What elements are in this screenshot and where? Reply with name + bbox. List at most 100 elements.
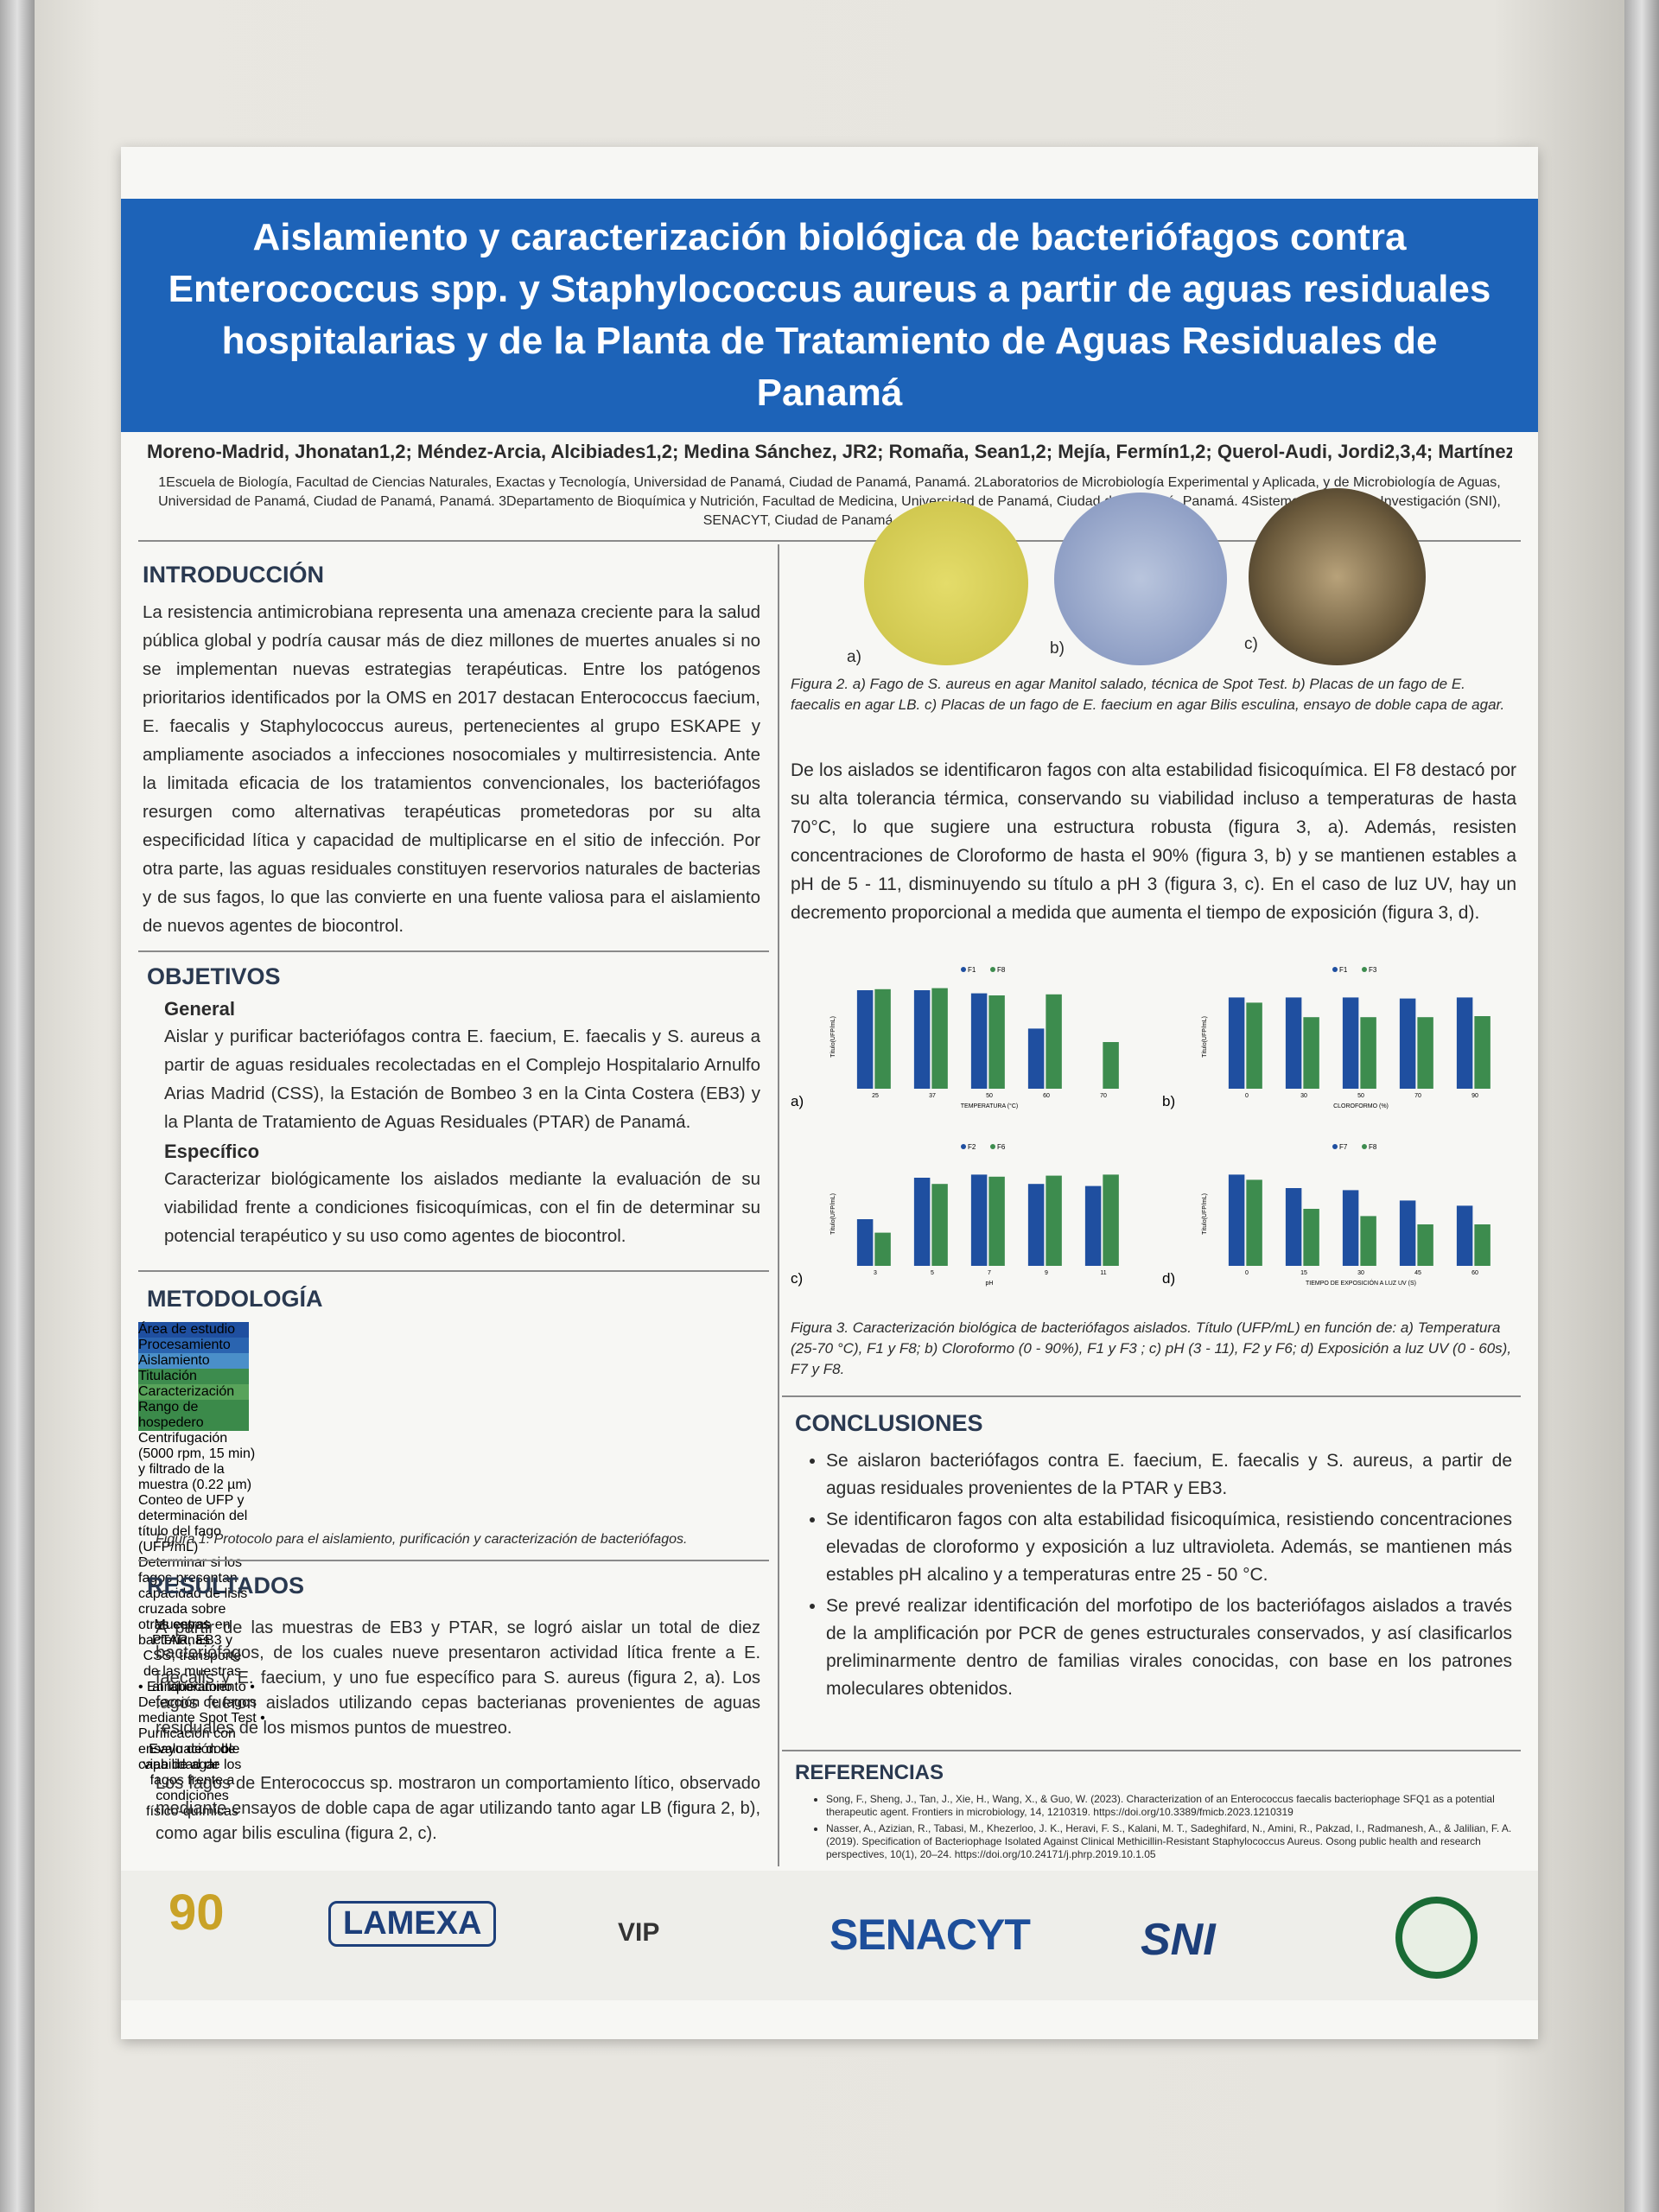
- frame-left: [0, 0, 35, 2212]
- bar: [913, 990, 931, 1089]
- petri-plate: [1249, 488, 1426, 665]
- bar: [856, 1219, 874, 1266]
- legend-swatch: [990, 1144, 995, 1149]
- note: Conteo de UFP y determinación del título…: [138, 1493, 248, 1554]
- logo: SENACYT: [830, 1910, 1031, 1959]
- bar: [1027, 1028, 1045, 1089]
- logo: SNI: [1141, 1915, 1216, 1965]
- results-text: Los fagos de Enterococcus sp. mostraron …: [156, 1774, 760, 1843]
- x-tick-label: 50: [986, 1093, 993, 1099]
- subheading: Específico: [164, 1141, 260, 1162]
- legend-label: F8: [1369, 1143, 1377, 1151]
- legend-label: F6: [997, 1143, 1006, 1151]
- legend-swatch: [1332, 1144, 1338, 1149]
- figure-caption: Figura 3. Caracterización biológica de b…: [791, 1319, 1512, 1377]
- bar: [1046, 1175, 1062, 1266]
- y-axis-label: Título(UFP/mL): [1202, 1193, 1208, 1235]
- divider: [138, 950, 769, 952]
- bar: [1027, 1184, 1045, 1266]
- step: Procesamiento: [138, 1338, 249, 1353]
- y-axis-label: Título(UFP/mL): [830, 1193, 836, 1235]
- intro-text: La resistencia antimicrobiana representa…: [143, 602, 760, 936]
- bullet: Se identificaron fagos con alta estabili…: [826, 1506, 1512, 1589]
- x-tick-label: 30: [1300, 1093, 1307, 1099]
- bar: [1303, 1017, 1319, 1089]
- logo-strip: 90 LAMEXA VIP SENACYT SNI: [121, 1871, 1538, 2000]
- x-tick-label: 37: [929, 1093, 936, 1099]
- logo: 90: [168, 1885, 225, 1941]
- legend-swatch: [990, 967, 995, 972]
- bar: [1474, 1224, 1491, 1266]
- x-tick-label: 90: [1471, 1093, 1478, 1099]
- bar: [1084, 1185, 1102, 1266]
- bar: [1360, 1216, 1376, 1266]
- heading: OBJETIVOS: [147, 963, 281, 989]
- bar: [970, 993, 988, 1089]
- legend-label: F7: [1339, 1143, 1348, 1151]
- step: Caracterización: [138, 1384, 249, 1400]
- x-tick-label: 11: [1100, 1270, 1106, 1276]
- x-tick-label: 0: [1245, 1270, 1249, 1276]
- bar: [1303, 1209, 1319, 1266]
- divider: [138, 1560, 769, 1561]
- bullet: Se prevé realizar identificación del mor…: [826, 1592, 1512, 1703]
- bar: [1246, 1179, 1262, 1266]
- x-tick-label: 7: [988, 1270, 991, 1276]
- x-tick-label: 3: [874, 1270, 877, 1276]
- reference-list: Song, F., Sheng, J., Tan, J., Xie, H., W…: [804, 1793, 1512, 1861]
- panel-label: a): [847, 648, 861, 666]
- panel-label: b): [1050, 639, 1065, 658]
- petri-plate: [1054, 493, 1227, 665]
- x-tick-label: 15: [1300, 1270, 1307, 1276]
- x-tick-label: 25: [872, 1093, 879, 1099]
- bar: [988, 995, 1005, 1089]
- x-tick-label: 70: [1100, 1093, 1107, 1099]
- note: Evaluación de viabilidad de los fagos fr…: [143, 1742, 242, 1819]
- bar: [1456, 1205, 1473, 1266]
- heading: INTRODUCCIÓN: [143, 562, 324, 588]
- authors: Moreno-Madrid, Jhonatan1,2; Méndez-Arcia…: [147, 441, 1512, 462]
- bar: [913, 1178, 931, 1266]
- legend-label: F2: [968, 1143, 976, 1151]
- bar: [874, 988, 891, 1089]
- bar: [1246, 1002, 1262, 1089]
- legend-swatch: [1362, 967, 1367, 972]
- bar: [1360, 1017, 1376, 1089]
- x-tick-label: 50: [1357, 1093, 1364, 1099]
- x-axis-label: CLOROFORMO (%): [1333, 1103, 1389, 1109]
- bar: [856, 990, 874, 1089]
- legend-label: F3: [1369, 966, 1377, 974]
- x-tick-label: 5: [931, 1270, 934, 1276]
- bar: [1228, 1174, 1245, 1266]
- panel-label: d): [1162, 1270, 1175, 1287]
- panel-label: a): [791, 1093, 804, 1109]
- note: • Enriquecimiento • Detección de fagos m…: [138, 1680, 265, 1772]
- step: Titulación: [138, 1369, 249, 1384]
- x-axis-label: TEMPERATURA (°C): [961, 1103, 1018, 1109]
- bar: [931, 988, 948, 1089]
- legend-label: F1: [968, 966, 976, 974]
- general-text: Aislar y purificar bacteriófagos contra …: [164, 1027, 760, 1132]
- legend-label: F1: [1339, 966, 1348, 974]
- bar: [1399, 1200, 1416, 1266]
- y-axis-label: Título(UFP/mL): [830, 1016, 836, 1058]
- panel-label: b): [1162, 1093, 1175, 1109]
- x-tick-label: 60: [1471, 1270, 1478, 1276]
- x-tick-label: 0: [1245, 1093, 1249, 1099]
- heading: REFERENCIAS: [795, 1761, 944, 1784]
- x-tick-label: 70: [1414, 1093, 1421, 1099]
- x-tick-label: 45: [1414, 1270, 1421, 1276]
- legend-swatch: [1362, 1144, 1367, 1149]
- results-text: A partir de las muestras de EB3 y PTAR, …: [156, 1618, 760, 1738]
- title: Aislamiento y caracterización biológica …: [168, 216, 1491, 414]
- bar: [1417, 1017, 1433, 1089]
- x-tick-label: 30: [1357, 1270, 1364, 1276]
- bar: [1474, 1016, 1491, 1089]
- bar: [1399, 998, 1416, 1089]
- discussion-text: De los aislados se identificaron fagos c…: [791, 760, 1516, 923]
- note: Muestras en PTAR, EB3 y CSS; transporte …: [143, 1618, 242, 1694]
- references: Song, F., Sheng, J., Tan, J., Xie, H., W…: [804, 1793, 1512, 1871]
- step: Rango de hospedero: [138, 1400, 249, 1431]
